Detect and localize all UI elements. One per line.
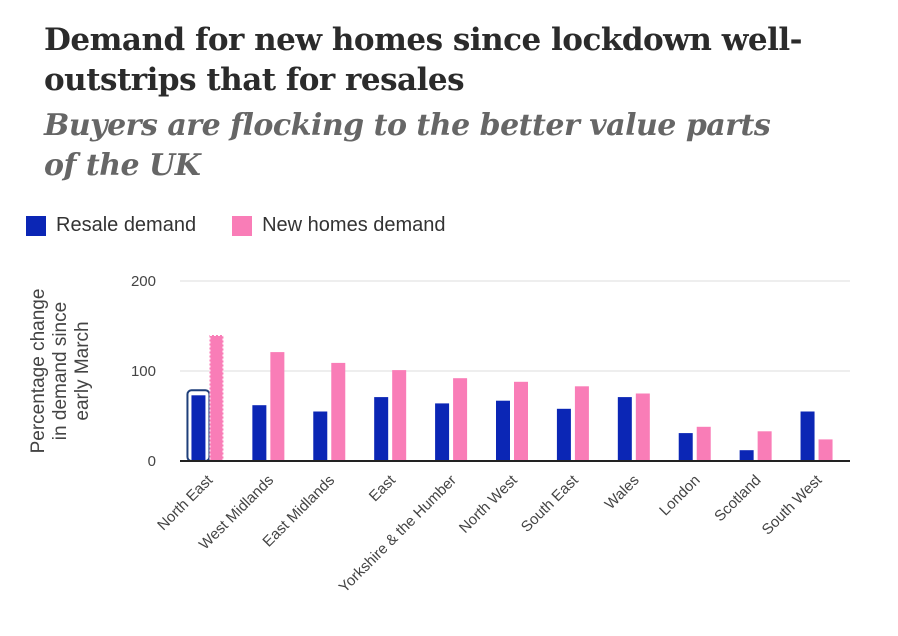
legend-item-resale[interactable]: Resale demand: [26, 214, 196, 237]
x-tick-label: North East: [154, 471, 217, 534]
y-axis-ticks: 0 100 200: [131, 273, 156, 470]
bar-new-homes[interactable]: [453, 378, 468, 461]
y-tick-label: 200: [131, 273, 156, 290]
legend-swatch-new-homes: [232, 215, 253, 236]
chart-title: Demand for new homes since lockdown well…: [44, 22, 803, 98]
x-tick-label: South West: [759, 471, 826, 538]
chart-subtitle: Buyers are flocking to the better value …: [44, 108, 771, 183]
bar-new-homes[interactable]: [270, 352, 285, 461]
grid-lines: [180, 280, 850, 372]
bar-new-homes[interactable]: [818, 439, 833, 461]
legend: Resale demand New homes demand: [26, 214, 482, 237]
x-tick-label: East: [366, 471, 400, 505]
bar-new-homes[interactable]: [696, 426, 711, 461]
x-tick-label: Yorkshire & the Humber: [336, 472, 460, 596]
x-tick-label: North West: [456, 471, 521, 536]
bar-resale[interactable]: [374, 397, 389, 461]
bar-new-homes[interactable]: [635, 393, 650, 462]
x-tick-label: Wales: [602, 472, 643, 513]
bar-new-homes[interactable]: [574, 386, 589, 461]
y-axis-label-group: Percentage change in demand since early Ma…: [28, 289, 93, 454]
y-axis-label-line: Percentage change: [28, 289, 49, 454]
legend-label-resale: Resale demand: [56, 214, 197, 236]
y-tick-label: 0: [148, 453, 156, 470]
bar-new-homes[interactable]: [392, 370, 407, 461]
bar-resale[interactable]: [739, 450, 754, 461]
bar-resale[interactable]: [678, 433, 693, 461]
legend-swatch-resale: [26, 215, 46, 236]
y-axis-label-line: in demand since: [50, 302, 71, 440]
bar-resale[interactable]: [252, 405, 267, 461]
bar-resale[interactable]: [556, 408, 571, 461]
y-axis-label: Percentage change in demand since early Ma…: [28, 289, 93, 454]
legend-item-new-homes[interactable]: New homes demand: [232, 214, 446, 237]
x-tick-label: South East: [518, 471, 582, 535]
bars: [186, 335, 833, 462]
bar-resale[interactable]: [313, 411, 328, 462]
bar-resale[interactable]: [435, 403, 450, 461]
bar-new-homes[interactable]: [209, 335, 224, 461]
bar-resale[interactable]: [496, 400, 510, 461]
bar-new-homes[interactable]: [331, 362, 346, 461]
bar-new-homes[interactable]: [757, 431, 772, 461]
bar-resale[interactable]: [617, 397, 632, 461]
x-tick-label: Scotland: [711, 472, 764, 525]
legend-label-new-homes: New homes demand: [262, 214, 446, 236]
y-axis-label-line: early March: [72, 321, 93, 420]
y-tick-label: 100: [131, 363, 156, 380]
bar-resale[interactable]: [191, 395, 206, 461]
x-tick-label: London: [656, 472, 703, 519]
bar-new-homes[interactable]: [514, 381, 528, 461]
bar-resale[interactable]: [800, 411, 815, 462]
